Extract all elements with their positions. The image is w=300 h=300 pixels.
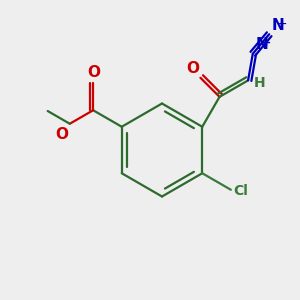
Text: N: N xyxy=(272,18,284,33)
Text: O: O xyxy=(186,61,199,76)
Text: O: O xyxy=(87,65,100,80)
Text: N: N xyxy=(255,37,268,52)
Text: Cl: Cl xyxy=(233,184,248,198)
Text: +: + xyxy=(262,38,271,48)
Text: H: H xyxy=(254,76,265,90)
Text: −: − xyxy=(278,19,288,29)
Text: O: O xyxy=(55,127,68,142)
